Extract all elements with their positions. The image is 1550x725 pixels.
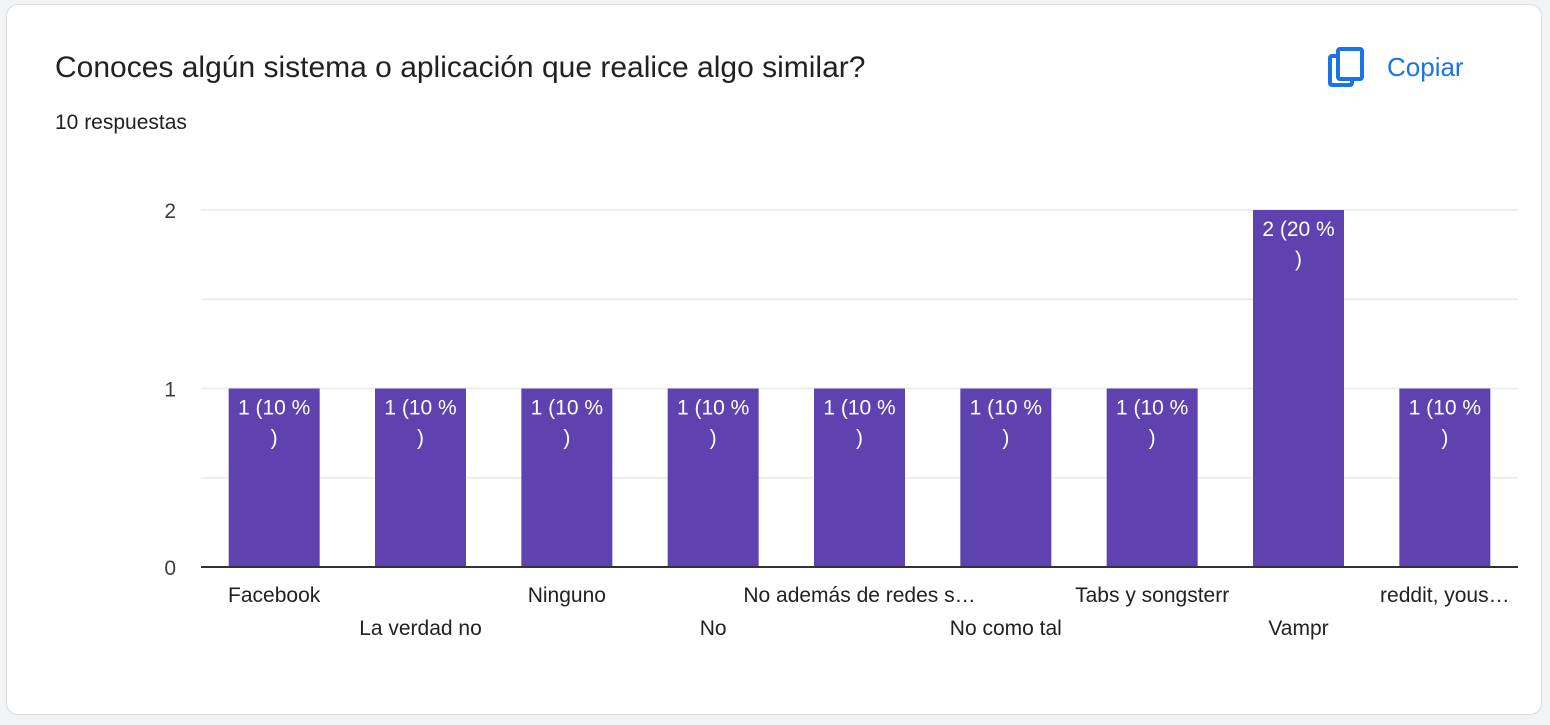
- y-tick-label: 2: [164, 200, 176, 223]
- y-tick-label: 0: [164, 557, 176, 580]
- data-label: ): [417, 427, 424, 450]
- question-title: Conoces algún sistema o aplicación que r…: [55, 51, 866, 84]
- data-label: 1 (10 %: [531, 397, 603, 420]
- bar: [960, 388, 1052, 567]
- x-tick-label: reddit, yous…: [1380, 584, 1510, 607]
- x-tick-label: Facebook: [228, 584, 321, 607]
- x-tick-label: Vampr: [1268, 617, 1328, 640]
- bar: [1399, 388, 1491, 567]
- data-label: 1 (10 %: [238, 397, 310, 420]
- x-tick-label: No como tal: [950, 617, 1062, 640]
- copy-button-label: Copiar: [1387, 51, 1464, 82]
- data-label: ): [1441, 427, 1448, 450]
- bar: [1253, 210, 1344, 567]
- copy-icon: [1327, 46, 1365, 88]
- data-label: 1 (10 %: [1409, 397, 1481, 420]
- x-tick-label: Tabs y songsterr: [1075, 584, 1229, 607]
- data-label: 1 (10 %: [677, 397, 749, 420]
- x-tick-label: No además de redes s…: [743, 584, 975, 607]
- x-tick-label: No: [700, 617, 727, 640]
- x-tick-label: La verdad no: [359, 617, 482, 640]
- x-tick-label: Ninguno: [528, 584, 606, 607]
- bar: [1106, 388, 1198, 567]
- bar: [375, 388, 466, 567]
- data-label: ): [1002, 427, 1009, 450]
- y-tick-label: 1: [164, 379, 176, 402]
- data-label: ): [710, 427, 717, 450]
- bar: [814, 388, 905, 567]
- data-label: 2 (20 %: [1262, 218, 1334, 241]
- data-label: 1 (10 %: [970, 397, 1042, 420]
- bar: [521, 388, 613, 567]
- data-label: ): [856, 427, 863, 450]
- data-label: ): [271, 427, 278, 450]
- data-label: 1 (10 %: [384, 397, 456, 420]
- bar: [667, 388, 759, 567]
- data-label: ): [1295, 248, 1302, 271]
- data-label: 1 (10 %: [823, 397, 895, 420]
- bar: [228, 388, 320, 567]
- response-count: 10 respuestas: [55, 111, 187, 134]
- copy-button[interactable]: Copiar: [1327, 43, 1464, 91]
- data-label: 1 (10 %: [1116, 397, 1188, 420]
- data-label: ): [563, 427, 570, 450]
- data-label: ): [1149, 427, 1156, 450]
